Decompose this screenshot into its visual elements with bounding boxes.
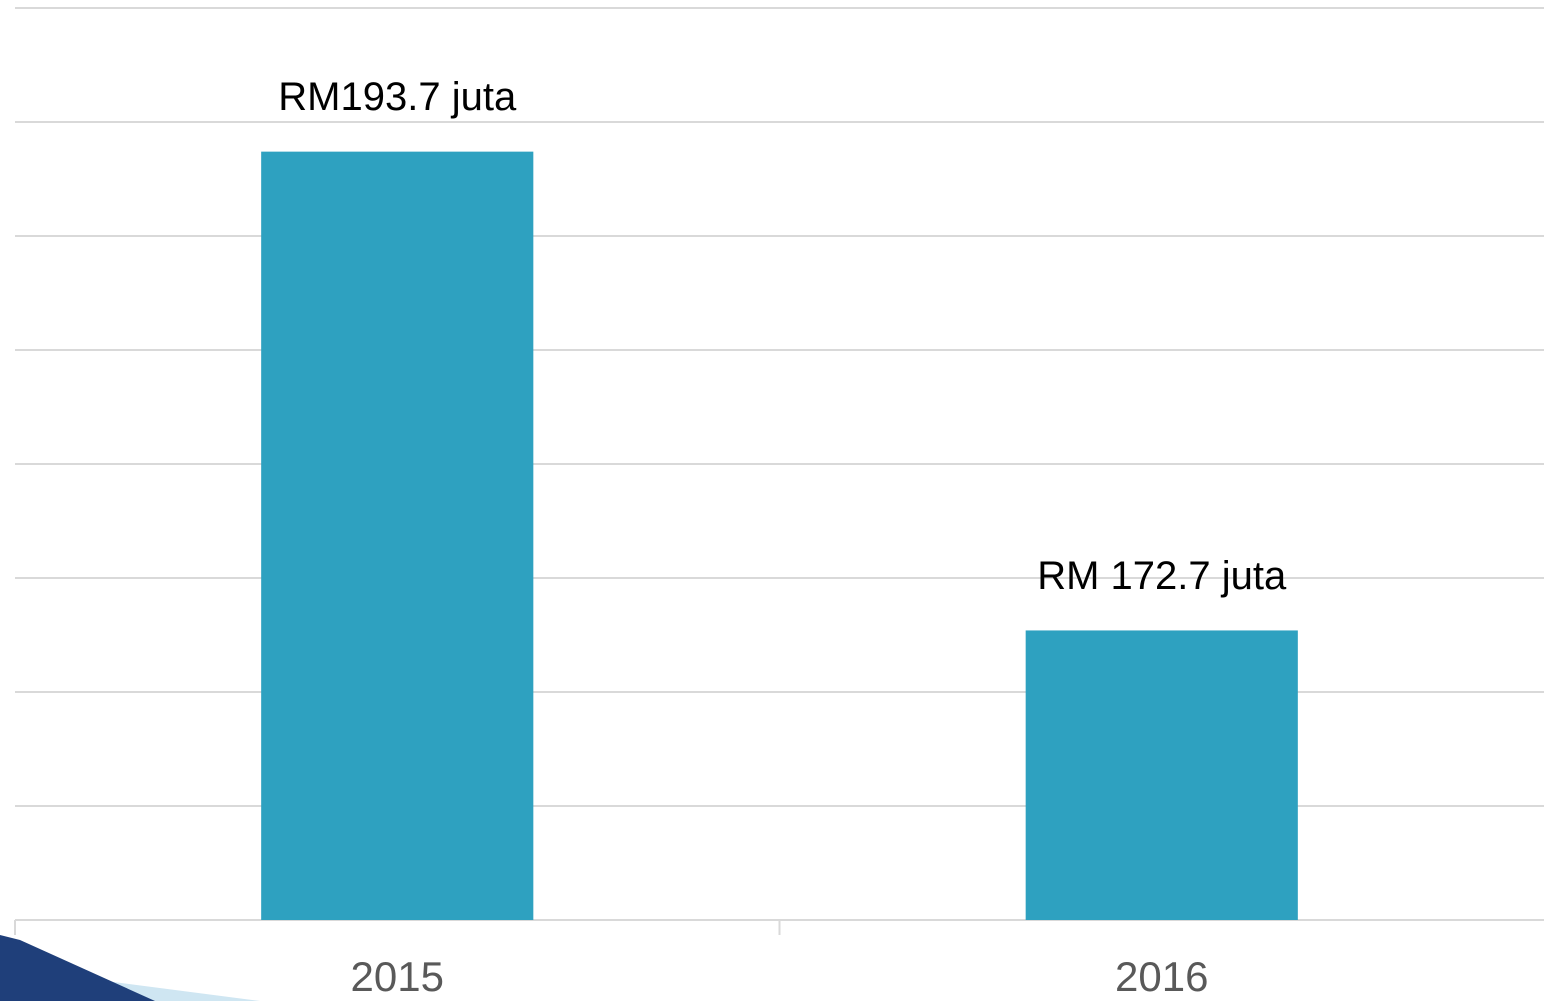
x-tick-label: 2015 [351, 953, 444, 1000]
x-tick-label: 2016 [1115, 953, 1208, 1000]
data-label: RM 172.7 juta [1037, 554, 1287, 598]
bar [261, 151, 534, 920]
decoration [0, 935, 155, 1001]
data-label: RM193.7 juta [278, 75, 517, 119]
bar [1025, 630, 1298, 920]
